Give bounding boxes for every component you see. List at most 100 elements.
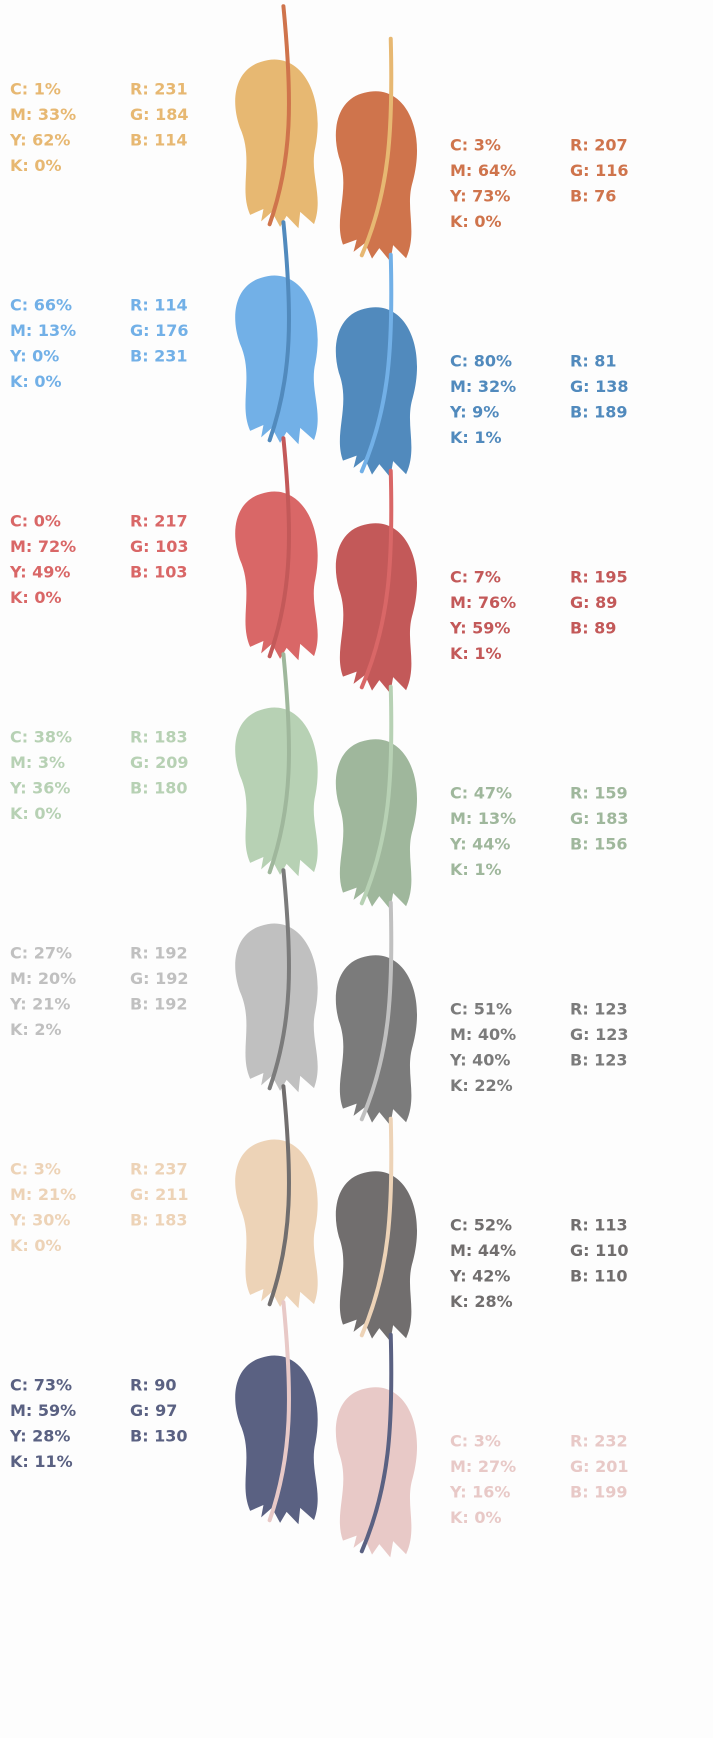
cmyk-value: C: 7% [450, 568, 501, 587]
cmyk-value: K: 0% [450, 1508, 502, 1527]
palette: C: 1% M: 33% Y: 62% K: 0% R: 231 G: 184 B: 114… [0, 0, 713, 1738]
rgb-value: B: 231 [130, 347, 188, 366]
cmyk-value: K: 2% [10, 1020, 62, 1039]
cmyk-value: C: 1% [10, 80, 61, 99]
cmyk-value: Y: 28% [9, 1427, 70, 1446]
rgb-value: B: 103 [130, 563, 188, 582]
cmyk-value: K: 0% [450, 212, 502, 231]
feather [220, 436, 333, 667]
cmyk-value: K: 0% [10, 1236, 62, 1255]
feather-body [331, 520, 425, 696]
rgb-value: R: 81 [570, 352, 617, 371]
rgb-value: G: 209 [130, 753, 189, 772]
cmyk-value: K: 0% [10, 588, 62, 607]
feather-body [227, 486, 333, 667]
feather [220, 220, 333, 451]
cmyk-value: Y: 16% [449, 1483, 510, 1502]
feather [220, 1084, 333, 1315]
cmyk-value: C: 3% [450, 136, 501, 155]
cmyk-value: Y: 0% [9, 347, 59, 366]
rgb-value: G: 110 [570, 1241, 629, 1260]
feather-body [331, 1384, 425, 1560]
rgb-value: G: 97 [130, 1401, 177, 1420]
cmyk-value: C: 38% [10, 728, 72, 747]
cmyk-value: M: 40% [450, 1025, 516, 1044]
rgb-value: B: 76 [570, 187, 616, 206]
cmyk-value: M: 64% [450, 161, 516, 180]
rgb-value: R: 114 [130, 296, 188, 315]
cmyk-value: K: 11% [10, 1452, 73, 1471]
cmyk-value: M: 76% [450, 593, 516, 612]
rgb-value: R: 192 [130, 944, 188, 963]
cmyk-value: K: 1% [450, 860, 502, 879]
cmyk-value: K: 22% [450, 1076, 513, 1095]
rgb-value: B: 89 [570, 619, 616, 638]
cmyk-value: M: 33% [10, 105, 76, 124]
rgb-value: B: 192 [130, 995, 188, 1014]
cmyk-value: C: 47% [450, 784, 512, 803]
rgb-value: G: 89 [570, 593, 617, 612]
rgb-value: R: 123 [570, 1000, 628, 1019]
feather [327, 1333, 425, 1560]
cmyk-value: C: 27% [10, 944, 72, 963]
rgb-value: R: 217 [130, 512, 188, 531]
feather [327, 469, 425, 696]
rgb-value: G: 184 [130, 105, 189, 124]
cmyk-value: M: 13% [450, 809, 516, 828]
cmyk-value: Y: 21% [9, 995, 70, 1014]
feather [327, 685, 425, 912]
rgb-value: R: 231 [130, 80, 188, 99]
rgb-value: R: 159 [570, 784, 628, 803]
rgb-value: G: 103 [130, 537, 189, 556]
rgb-value: B: 189 [570, 403, 628, 422]
cmyk-value: C: 3% [450, 1432, 501, 1451]
cmyk-value: M: 13% [10, 321, 76, 340]
cmyk-value: Y: 49% [9, 563, 70, 582]
rgb-value: G: 211 [130, 1185, 189, 1204]
rgb-value: R: 113 [570, 1216, 628, 1235]
rgb-value: B: 114 [130, 131, 188, 150]
cmyk-value: Y: 62% [9, 131, 70, 150]
cmyk-value: C: 52% [450, 1216, 512, 1235]
rgb-value: B: 123 [570, 1051, 628, 1070]
rgb-value: B: 156 [570, 835, 628, 854]
feather-body [227, 1134, 333, 1315]
cmyk-value: C: 80% [450, 352, 512, 371]
rgb-value: R: 232 [570, 1432, 628, 1451]
feather-body [227, 918, 333, 1099]
cmyk-value: C: 73% [10, 1376, 72, 1395]
cmyk-value: C: 3% [10, 1160, 61, 1179]
feather [220, 1300, 333, 1531]
rgb-value: G: 192 [130, 969, 189, 988]
cmyk-value: K: 1% [450, 644, 502, 663]
cmyk-value: Y: 30% [9, 1211, 70, 1230]
cmyk-value: Y: 73% [449, 187, 510, 206]
cmyk-value: Y: 9% [449, 403, 499, 422]
feather-body [227, 270, 333, 451]
rgb-value: R: 90 [130, 1376, 177, 1395]
feather-body [331, 304, 425, 480]
feather [327, 901, 425, 1128]
cmyk-value: C: 66% [10, 296, 72, 315]
feather [220, 4, 333, 235]
rgb-value: G: 123 [570, 1025, 629, 1044]
feather [220, 652, 333, 883]
rgb-value: G: 176 [130, 321, 189, 340]
rgb-value: B: 183 [130, 1211, 188, 1230]
feather-body [227, 1350, 333, 1531]
feather-body [227, 54, 333, 235]
feather-body [227, 702, 333, 883]
cmyk-value: C: 0% [10, 512, 61, 531]
cmyk-value: M: 27% [450, 1457, 516, 1476]
cmyk-value: K: 0% [10, 804, 62, 823]
rgb-value: G: 201 [570, 1457, 629, 1476]
cmyk-value: Y: 42% [449, 1267, 510, 1286]
rgb-value: R: 183 [130, 728, 188, 747]
cmyk-value: Y: 40% [449, 1051, 510, 1070]
feather-body [331, 1168, 425, 1344]
cmyk-value: Y: 36% [9, 779, 70, 798]
rgb-value: R: 195 [570, 568, 628, 587]
rgb-value: B: 199 [570, 1483, 628, 1502]
rgb-value: B: 180 [130, 779, 188, 798]
feather-body [331, 88, 425, 264]
